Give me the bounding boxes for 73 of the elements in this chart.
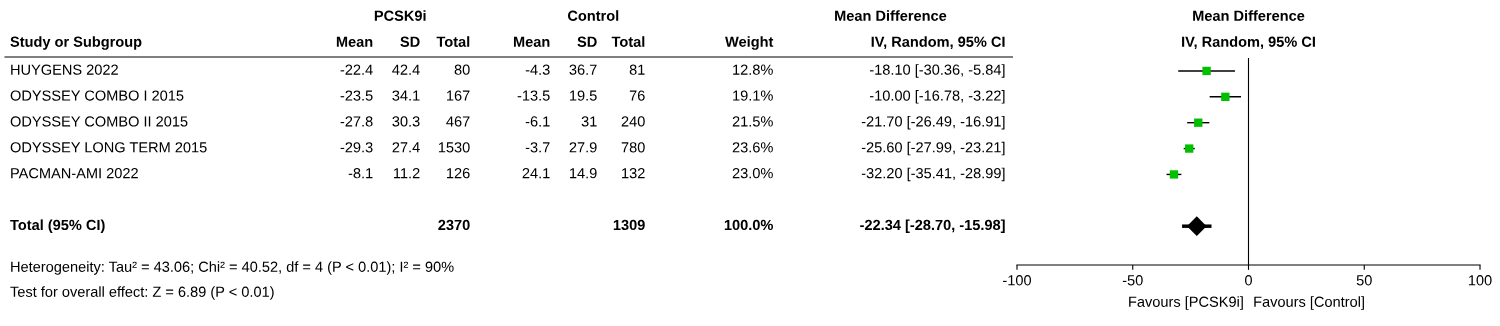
text: -10.00 [-16.78, -3.22] bbox=[869, 90, 1005, 104]
chart-subtitle: IV, Random, 95% CI bbox=[1182, 36, 1315, 50]
text: 31 bbox=[581, 116, 597, 127]
category-label: SD bbox=[400, 36, 420, 47]
category-label: ODYSSEY COMBO I 2015 bbox=[10, 90, 184, 101]
text: 76 bbox=[629, 90, 645, 101]
text: 36.7 bbox=[569, 64, 597, 75]
text: -22.34 [-28.70, -15.98] bbox=[860, 219, 1005, 233]
category-label: Weight bbox=[725, 36, 774, 50]
x-tick-label: 100 bbox=[1468, 275, 1492, 286]
text: -27.8 bbox=[340, 116, 373, 127]
text: 14.9 bbox=[570, 168, 597, 179]
text: -29.3 bbox=[340, 142, 373, 153]
text: 1309 bbox=[613, 219, 645, 231]
category-label: Mean bbox=[513, 36, 550, 47]
text: Heterogeneity: Tau² = 43.06; Chi² = 40.52, df = 4 (P < 0.01); I² = 90% bbox=[11, 261, 454, 275]
category-label: Total bbox=[436, 36, 470, 47]
text: -18.10 [-30.36, -5.84] bbox=[869, 64, 1005, 78]
category-label: PACMAN-AMI 2022 bbox=[11, 168, 138, 179]
text: Control bbox=[567, 10, 619, 21]
text: 34.1 bbox=[392, 90, 420, 101]
text: -3.7 bbox=[525, 142, 550, 153]
text: 12.8% bbox=[733, 64, 773, 75]
text: 467 bbox=[446, 116, 470, 127]
category-label: Study or Subgroup bbox=[10, 36, 142, 50]
text: 11.2 bbox=[394, 168, 420, 179]
text: -23.5 bbox=[340, 90, 373, 101]
text: 132 bbox=[622, 168, 645, 179]
text: 23.0% bbox=[732, 168, 773, 179]
category-label: IV, Random, 95% CI bbox=[871, 36, 1005, 50]
text: 27.9 bbox=[569, 142, 597, 153]
text: 780 bbox=[621, 142, 645, 153]
category-label: Total bbox=[611, 36, 645, 47]
text: 2370 bbox=[438, 219, 470, 231]
text: 19.1% bbox=[733, 90, 773, 101]
text: 80 bbox=[454, 64, 470, 75]
text: 27.4 bbox=[392, 142, 420, 153]
text: Favours [Control] bbox=[1254, 296, 1364, 310]
text: 24.1 bbox=[522, 168, 550, 179]
text: Test for overall effect: Z = 6.89 (P < 0.01) bbox=[10, 286, 274, 300]
chart-title: Mean Difference bbox=[1193, 10, 1305, 21]
text: 126 bbox=[447, 168, 470, 179]
text: 19.5 bbox=[570, 90, 597, 101]
text: -21.70 [-26.49, -16.91] bbox=[861, 115, 1005, 130]
text: 23.6% bbox=[732, 142, 773, 153]
text: 21.5% bbox=[732, 116, 773, 127]
text: 240 bbox=[621, 116, 645, 127]
category-label: Total (95% CI) bbox=[10, 219, 105, 233]
x-tick-label: -100 bbox=[1003, 275, 1032, 286]
text: 100.0% bbox=[724, 219, 773, 231]
category-label: HUYGENS 2022 bbox=[11, 64, 118, 75]
x-tick-label: 50 bbox=[1356, 275, 1372, 286]
text: 1530 bbox=[438, 142, 470, 153]
text: 167 bbox=[447, 90, 470, 101]
category-label: ODYSSEY COMBO II 2015 bbox=[10, 116, 188, 127]
text: -6.1 bbox=[525, 116, 550, 127]
text: -4.3 bbox=[525, 64, 550, 75]
text: -22.4 bbox=[340, 64, 373, 75]
category-label: ODYSSEY LONG TERM 2015 bbox=[10, 142, 207, 153]
text: 30.3 bbox=[392, 116, 420, 127]
text: 42.4 bbox=[392, 64, 420, 75]
text: Mean Difference bbox=[835, 10, 947, 21]
text: -25.60 [-27.99, -23.21] bbox=[861, 141, 1005, 156]
category-label: SD bbox=[577, 36, 597, 47]
x-tick-label: -50 bbox=[1122, 275, 1143, 286]
text: -8.1 bbox=[348, 168, 373, 179]
text: PCSK9i bbox=[374, 10, 426, 21]
text: 81 bbox=[629, 64, 645, 75]
x-tick-label: 0 bbox=[1245, 275, 1252, 286]
text: -13.5 bbox=[517, 90, 550, 101]
category-label: Mean bbox=[336, 36, 373, 47]
text: -32.20 [-35.41, -28.99] bbox=[861, 167, 1005, 182]
text: Favours [PCSK9i] bbox=[1129, 296, 1243, 310]
